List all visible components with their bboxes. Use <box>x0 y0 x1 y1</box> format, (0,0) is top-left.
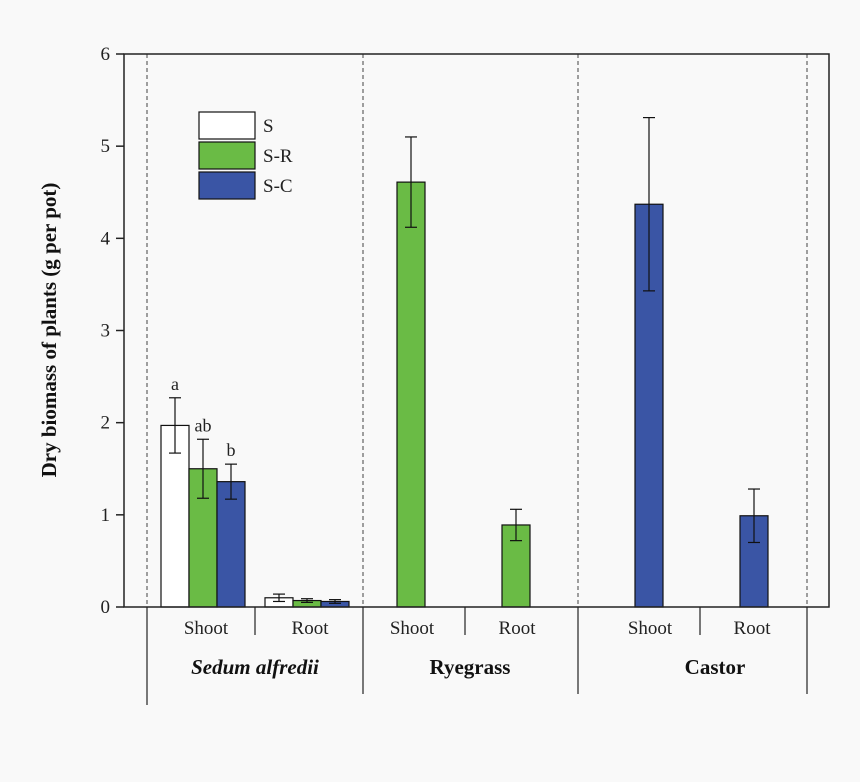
x-sub-label-shoot: Shoot <box>628 618 673 639</box>
y-tick-label: 2 <box>101 413 111 434</box>
legend-label-s-c: S-C <box>263 176 293 197</box>
x-sub-label-root: Root <box>499 618 537 639</box>
legend: S S-R S-C <box>198 111 293 200</box>
legend-label-s: S <box>263 116 274 137</box>
y-tick-label: 4 <box>101 228 111 249</box>
legend-swatch-s-c <box>198 171 256 200</box>
y-tick-label: 3 <box>101 321 111 342</box>
y-tick-label: 5 <box>101 136 111 157</box>
y-tick-label: 1 <box>101 505 111 526</box>
bar-sedum-alfredii-shoot-s-c <box>216 481 246 608</box>
y-axis-label: Dry biomass of plants (g per pot) <box>37 183 61 478</box>
x-sub-label-root: Root <box>292 618 330 639</box>
x-sub-label-shoot: Shoot <box>390 618 435 639</box>
bar-ryegrass-shoot-s-r <box>396 181 426 608</box>
x-group-label: Castor <box>685 655 746 679</box>
legend-label-s-r: S-R <box>263 146 293 167</box>
x-group-label: Sedum alfredii <box>191 655 319 679</box>
significance-letter: ab <box>195 415 212 435</box>
significance-letter: b <box>227 440 236 460</box>
legend-swatch-s-r <box>198 141 256 170</box>
x-sub-label-root: Root <box>734 618 772 639</box>
x-group-label: Ryegrass <box>430 655 511 679</box>
y-tick-label: 6 <box>101 44 111 65</box>
x-sub-label-shoot: Shoot <box>184 618 229 639</box>
y-tick-label: 0 <box>101 597 111 618</box>
legend-swatch-s <box>198 111 256 140</box>
significance-letter: a <box>171 374 179 394</box>
